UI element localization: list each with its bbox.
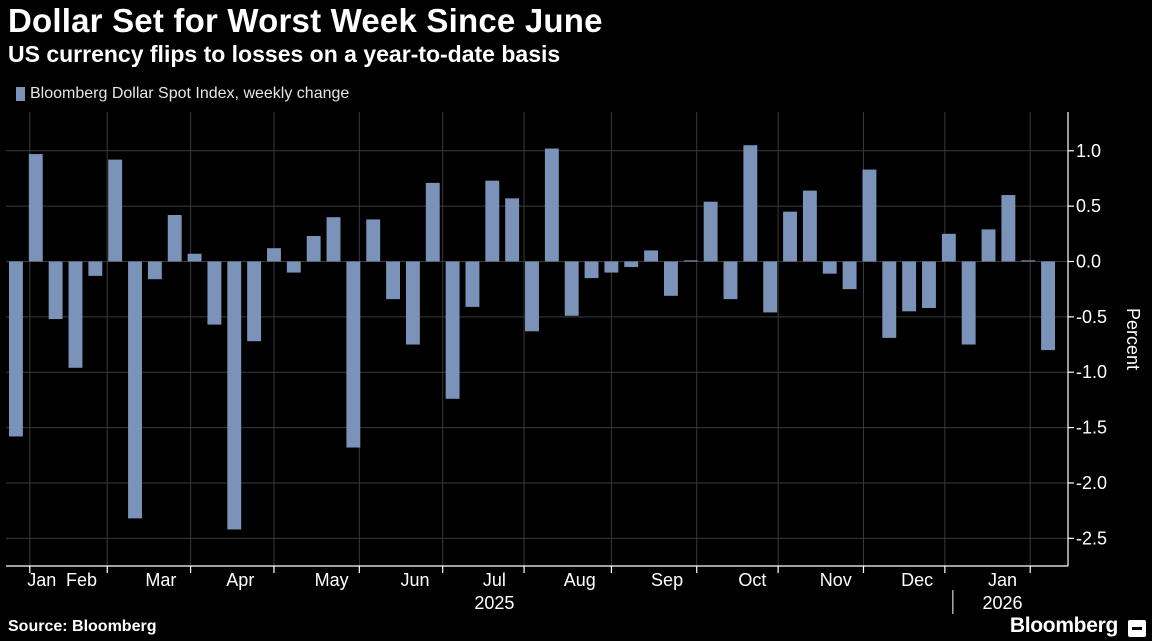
- chart-subtitle: US currency flips to losses on a year-to…: [8, 41, 561, 67]
- bar: [207, 261, 222, 325]
- bar: [306, 236, 321, 262]
- source-note: Source: Bloomberg: [8, 618, 157, 635]
- bar: [525, 261, 539, 332]
- bar: [187, 253, 202, 262]
- bar: [227, 261, 242, 530]
- bar: [465, 261, 480, 307]
- bar: [743, 145, 758, 262]
- y-tick-label: -0.5: [1076, 307, 1107, 327]
- legend-swatch: [16, 87, 25, 101]
- bar: [624, 261, 639, 268]
- bar: [882, 261, 897, 338]
- bar: [584, 261, 599, 279]
- x-tick-label: Dec: [901, 570, 933, 590]
- bar: [405, 261, 420, 345]
- x-tick-label: Jan: [27, 570, 56, 590]
- bar: [902, 261, 917, 312]
- bar: [505, 198, 520, 262]
- bar: [366, 219, 381, 262]
- bar: [941, 233, 956, 262]
- bar: [783, 211, 797, 262]
- brand-logo: Bloomberg: [1009, 614, 1118, 637]
- bar: [564, 261, 579, 316]
- bar: [346, 261, 361, 448]
- y-tick-label: -2.5: [1076, 528, 1107, 548]
- bar: [167, 214, 182, 262]
- y-tick-label: -1.0: [1076, 362, 1107, 382]
- y-axis-label: Percent: [1123, 308, 1143, 370]
- x-tick-label: Aug: [564, 570, 596, 590]
- bar: [981, 229, 996, 262]
- x-tick-label: Sep: [651, 570, 683, 590]
- bar: [48, 261, 63, 320]
- y-tick-label: 0.0: [1076, 251, 1101, 271]
- x-tick-label: Jul: [483, 570, 506, 590]
- bar: [1001, 195, 1016, 262]
- bar: [822, 261, 837, 274]
- bar: [286, 261, 301, 273]
- bar: [88, 261, 103, 276]
- bar: [1041, 261, 1056, 351]
- bar: [68, 261, 83, 368]
- x-tick-label: Nov: [820, 570, 852, 590]
- label-layer: 1.0 0.5 0.0 -0.5 -1.0 -1.5 -2.0 -2.5 Percent Jan F…: [27, 141, 1143, 613]
- bar: [683, 260, 698, 262]
- bar: [8, 261, 23, 437]
- bar: [128, 261, 142, 519]
- bar: [842, 261, 857, 290]
- axis-layer: [6, 112, 1074, 614]
- y-tick-label: 0.5: [1076, 196, 1101, 216]
- x-tick-label: Jun: [400, 570, 429, 590]
- bar: [425, 182, 440, 262]
- bar: [247, 261, 262, 342]
- bar-layer: [8, 145, 1056, 530]
- bar: [703, 201, 718, 262]
- bar: [108, 159, 123, 262]
- x-tick-label: Apr: [226, 570, 254, 590]
- chart-title: Dollar Set for Worst Week Since June: [8, 2, 603, 39]
- bar: [267, 248, 281, 262]
- grid-layer: [6, 112, 1068, 566]
- bar: [763, 261, 778, 313]
- x-tick-label: Feb: [66, 570, 97, 590]
- x-tick-label: May: [315, 570, 349, 590]
- bar: [1021, 260, 1036, 262]
- legend: Bloomberg Dollar Spot Index, weekly chan…: [16, 85, 349, 103]
- bar: [28, 154, 43, 262]
- bar: [326, 217, 341, 262]
- x-tick-label: Jan: [988, 570, 1017, 590]
- bar: [961, 261, 976, 345]
- x-year-label: 2025: [474, 593, 514, 613]
- x-tick-label: Oct: [738, 570, 766, 590]
- bar: [723, 261, 738, 300]
- y-tick-label: -1.5: [1076, 418, 1107, 438]
- bloomberg-terminal-icon: [1128, 620, 1146, 637]
- bar: [445, 261, 460, 399]
- bar: [544, 148, 559, 262]
- bar: [386, 261, 401, 300]
- bar: [802, 190, 817, 262]
- bar: [862, 169, 877, 262]
- y-tick-label: -2.0: [1076, 473, 1107, 493]
- x-year-label: 2026: [982, 593, 1022, 613]
- bar: [604, 261, 619, 273]
- bar: [485, 180, 500, 262]
- bar: [663, 261, 678, 296]
- legend-label: Bloomberg Dollar Spot Index, weekly chan…: [30, 85, 350, 102]
- bar: [644, 250, 659, 262]
- x-tick-label: Mar: [145, 570, 176, 590]
- y-tick-label: 1.0: [1076, 141, 1101, 161]
- bar: [147, 261, 162, 280]
- bar: [922, 261, 936, 308]
